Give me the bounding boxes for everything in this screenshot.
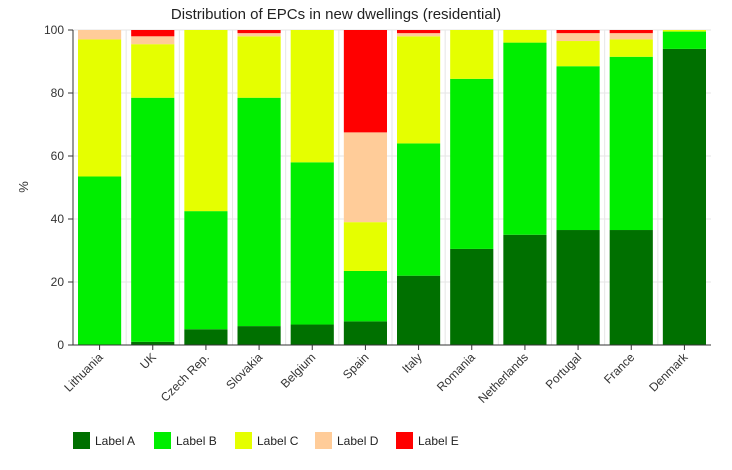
bar-segment-label-c: [237, 36, 281, 98]
y-tick-label: 20: [51, 275, 65, 289]
legend-swatch: [396, 432, 413, 449]
x-tick-label: France: [601, 350, 638, 387]
bar-segment-label-e: [131, 30, 175, 37]
y-tick-label: 80: [51, 86, 65, 100]
x-tick-label: Lithuania: [61, 350, 106, 395]
legend-label: Label C: [257, 434, 299, 448]
legend: Label A Label B Label C Label D Label E: [73, 432, 459, 449]
bar-segment-label-a: [662, 48, 706, 346]
bar-segment-label-b: [237, 97, 281, 327]
bar-segment-label-b: [343, 270, 387, 322]
bar-segment-label-c: [343, 222, 387, 271]
y-tick-label: 100: [44, 23, 64, 37]
x-tick-label: Italy: [399, 350, 424, 375]
bar-segment-label-b: [450, 78, 494, 249]
x-tick-label: Spain: [340, 350, 372, 382]
bar-segment-label-e: [397, 30, 441, 34]
bar-segment-label-a: [503, 234, 547, 345]
x-tick-label: Slovakia: [223, 350, 265, 392]
bar-segment-label-a: [343, 321, 387, 345]
bar-segment-label-a: [450, 248, 494, 345]
bar-segment-label-c: [503, 30, 547, 43]
bar-segment-label-a: [131, 341, 175, 345]
bar-segment-label-b: [131, 97, 175, 342]
x-tick-label: Netherlands: [475, 350, 531, 406]
bar-segment-label-b: [662, 31, 706, 49]
y-tick-label: 40: [51, 212, 65, 226]
chart-title: Distribution of EPCs in new dwellings (r…: [171, 6, 501, 23]
bar-segment-label-b: [609, 56, 653, 231]
bar-segment-label-e: [556, 30, 600, 34]
legend-label: Label A: [95, 434, 135, 448]
bar-segment-label-c: [78, 39, 122, 177]
legend-swatch: [73, 432, 90, 449]
legend-swatch: [235, 432, 252, 449]
legend-swatch: [315, 432, 332, 449]
bar-segment-label-d: [131, 36, 175, 45]
bar-segment-label-c: [131, 44, 175, 98]
y-axis-label: %: [16, 181, 31, 193]
bar-segment-label-b: [556, 66, 600, 231]
bar-segment-label-b: [503, 42, 547, 235]
bar-segment-label-e: [343, 30, 387, 133]
bar-segment-label-c: [184, 30, 228, 212]
bar-segment-label-b: [184, 211, 228, 330]
bar-segment-label-a: [237, 326, 281, 345]
bar-segment-label-a: [184, 329, 228, 345]
bar-segment-label-d: [78, 30, 122, 40]
bar-segment-label-a: [609, 230, 653, 345]
x-tick-label: Portugal: [543, 350, 585, 392]
legend-label: Label E: [418, 434, 459, 448]
bar-segment-label-a: [397, 275, 441, 345]
gridlines: [73, 29, 711, 346]
x-tick-label: Czech Rep.: [158, 350, 212, 404]
legend-label: Label D: [337, 434, 379, 448]
bar-segment-label-a: [290, 324, 334, 345]
x-tick-label: Denmark: [646, 350, 691, 395]
bar-segment-label-c: [397, 36, 441, 144]
y-tick-label: 0: [57, 338, 64, 352]
bar-segment-label-c: [450, 30, 494, 79]
bar-segment-label-d: [237, 33, 281, 37]
bar-segment-label-d: [609, 33, 653, 40]
bar-segment-label-d: [343, 132, 387, 223]
bar-segment-label-d: [397, 33, 441, 37]
x-tick-label: Belgium: [278, 350, 319, 391]
bars: [78, 30, 706, 346]
bar-segment-label-c: [609, 39, 653, 57]
bar-segment-label-c: [290, 30, 334, 163]
x-tick-label: Romania: [434, 350, 478, 394]
bar-segment-label-c: [556, 41, 600, 67]
bar-segment-label-b: [78, 176, 122, 345]
bar-segment-label-b: [397, 143, 441, 276]
bar-segment-label-d: [556, 33, 600, 42]
bar-segment-label-b: [290, 162, 334, 325]
x-tick-label: UK: [137, 350, 159, 372]
y-tick-label: 60: [51, 149, 65, 163]
legend-label: Label B: [176, 434, 217, 448]
bar-segment-label-e: [237, 30, 281, 34]
bar-segment-label-e: [609, 30, 653, 34]
bar-segment-label-c: [662, 30, 706, 32]
bar-segment-label-a: [556, 230, 600, 345]
legend-swatch: [154, 432, 171, 449]
